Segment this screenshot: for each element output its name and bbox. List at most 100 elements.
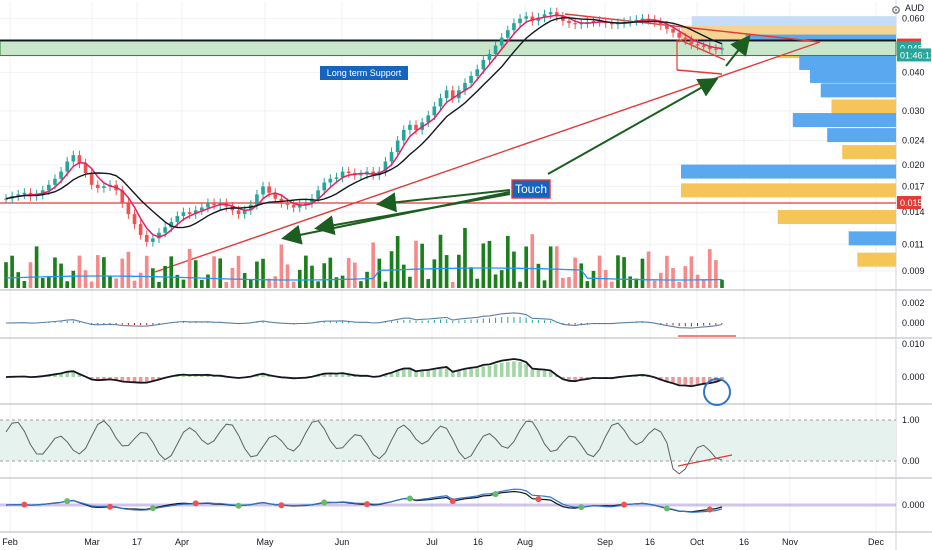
hist-bar xyxy=(548,371,553,377)
candle-body xyxy=(151,238,155,242)
volume-bar xyxy=(114,278,118,288)
candle-body xyxy=(175,216,180,223)
hist-bar xyxy=(499,362,504,377)
price-badge xyxy=(897,48,931,62)
x-tick: Feb xyxy=(2,537,18,547)
hist-bar xyxy=(59,373,63,377)
volume-bar xyxy=(524,246,528,288)
volume-bar xyxy=(132,280,137,288)
volume-bar xyxy=(236,255,241,288)
candle-body xyxy=(573,23,577,25)
hist-bar xyxy=(512,361,516,377)
volume-bar xyxy=(71,270,76,288)
candle-body xyxy=(200,207,204,211)
price-badge-support: 0.015 xyxy=(900,198,923,208)
hist-bar xyxy=(444,368,449,377)
hist-bar xyxy=(481,366,486,377)
volume-bar xyxy=(475,278,480,288)
volume-bar xyxy=(414,240,418,288)
candle-body xyxy=(181,212,186,217)
volume-bar xyxy=(420,243,424,288)
candle-body xyxy=(236,210,241,215)
osc-dot xyxy=(321,499,328,506)
hist-bar xyxy=(53,374,57,377)
arrow-main xyxy=(547,78,719,175)
hist-bar xyxy=(383,374,388,377)
volume-bar xyxy=(487,240,492,288)
volume-bar xyxy=(10,255,14,288)
volume-bar xyxy=(255,261,259,288)
osc-dot xyxy=(192,500,199,507)
candle-body xyxy=(261,186,265,195)
rsi-band xyxy=(0,420,896,461)
osc-dot xyxy=(107,503,114,510)
candle-body xyxy=(316,190,320,199)
rsi-divergence xyxy=(677,454,733,467)
arrow-up xyxy=(725,34,751,67)
volume-bar xyxy=(652,280,657,288)
candle-body xyxy=(47,184,51,191)
candle-body xyxy=(389,152,394,162)
volume-bar xyxy=(377,258,382,288)
osc-dot xyxy=(535,496,542,503)
volume-bar xyxy=(273,276,278,288)
gear-icon[interactable] xyxy=(890,4,902,16)
volume-bar xyxy=(316,281,320,288)
volume-bar xyxy=(53,257,57,288)
hist-bar xyxy=(322,374,327,377)
ma-fast-line xyxy=(5,14,723,238)
profile-bar xyxy=(810,68,896,83)
hist-bar xyxy=(720,377,724,380)
volume-bar xyxy=(463,228,467,288)
hist-bar xyxy=(175,375,180,377)
osc-dot xyxy=(364,501,371,508)
candle-body xyxy=(536,17,541,21)
hist-bar xyxy=(573,377,577,381)
candle-body xyxy=(658,22,663,26)
hist-bar xyxy=(579,377,584,380)
volume-bar xyxy=(47,276,51,288)
arrow-touch-3 xyxy=(314,193,511,236)
candle-body xyxy=(346,171,351,173)
hist-bar xyxy=(518,362,522,377)
moving-averages xyxy=(5,14,723,238)
candle-body xyxy=(701,45,706,47)
hist-bar xyxy=(475,368,480,377)
volume-bar xyxy=(401,264,406,288)
volume-bar xyxy=(597,255,602,288)
candle-body xyxy=(432,106,437,116)
price-tick: 0.011 xyxy=(902,239,924,249)
hist-bar xyxy=(542,370,547,377)
channel-bottom xyxy=(676,69,723,75)
indicator-tick: 1.00 xyxy=(902,415,920,425)
candle-body xyxy=(267,186,271,193)
volume-bar xyxy=(144,255,149,288)
candle-body xyxy=(71,155,76,162)
candle-body xyxy=(530,16,535,21)
hist-bar xyxy=(138,377,143,382)
volume-bar xyxy=(16,272,21,288)
volume-bar xyxy=(444,255,449,288)
hist-bar xyxy=(261,374,265,377)
candle-body xyxy=(548,12,553,15)
volume-bar xyxy=(322,263,327,288)
hist-bar xyxy=(505,361,510,377)
hist-bar xyxy=(114,377,118,380)
volume-bar xyxy=(95,255,100,288)
profile-bar xyxy=(827,128,896,143)
volume-bar xyxy=(193,260,198,288)
hist-bar xyxy=(683,377,688,385)
profile-bar xyxy=(857,252,896,267)
volume-bar xyxy=(432,259,437,288)
candle-body xyxy=(561,16,565,21)
candle-body xyxy=(720,48,724,50)
profile-bar xyxy=(799,55,896,70)
x-tick: 16 xyxy=(645,537,655,547)
volume-bar xyxy=(65,281,70,288)
volume-ma-line xyxy=(5,267,723,281)
volume-bar xyxy=(438,234,443,288)
volume-bar xyxy=(610,281,614,288)
candle-body xyxy=(132,214,137,225)
candle-body xyxy=(328,178,333,183)
